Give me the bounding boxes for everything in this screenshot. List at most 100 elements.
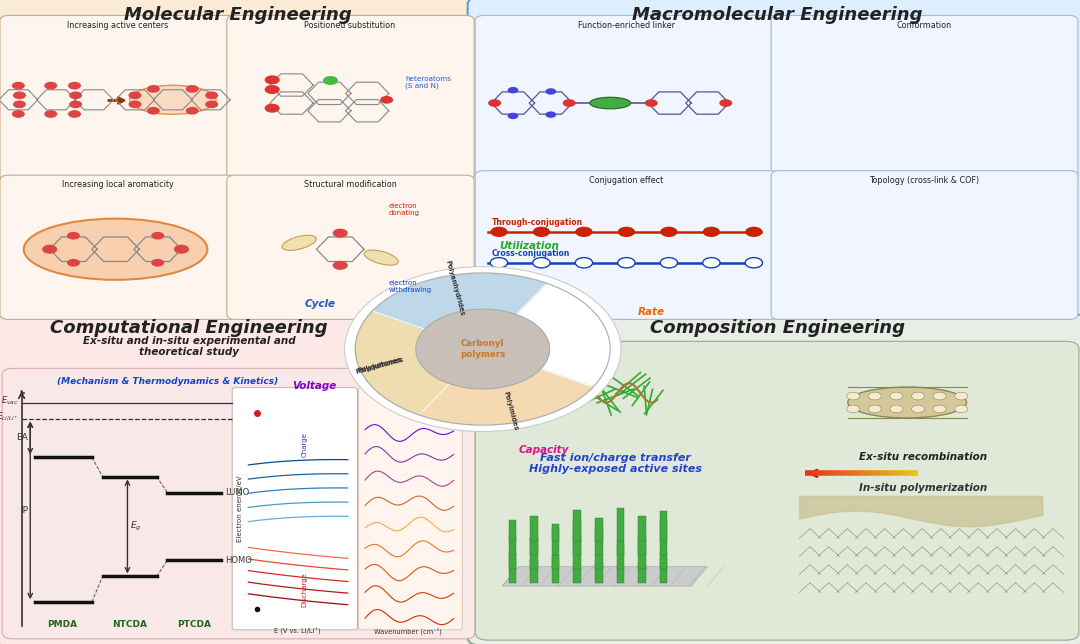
Text: Computational Engineering: Computational Engineering	[50, 319, 328, 337]
Circle shape	[323, 76, 338, 85]
Circle shape	[67, 259, 80, 267]
FancyBboxPatch shape	[475, 171, 779, 319]
Text: Cross-conjugation: Cross-conjugation	[491, 249, 570, 258]
Circle shape	[333, 229, 348, 238]
Circle shape	[265, 85, 280, 94]
Text: Conformation: Conformation	[896, 21, 953, 30]
Circle shape	[508, 113, 518, 119]
FancyBboxPatch shape	[475, 15, 779, 180]
Bar	[530, 560, 538, 583]
Circle shape	[660, 227, 677, 237]
Text: Carbonyl
polymers: Carbonyl polymers	[460, 339, 505, 359]
Ellipse shape	[282, 235, 316, 251]
Bar	[552, 528, 559, 555]
Text: Topology (cross-link & COF): Topology (cross-link & COF)	[869, 176, 980, 185]
Text: Cycle: Cycle	[305, 299, 336, 309]
FancyBboxPatch shape	[0, 314, 483, 644]
Bar	[638, 516, 646, 541]
Text: Polyquinones: Polyquinones	[354, 356, 404, 375]
Text: Polyketones: Polyketones	[356, 357, 402, 374]
Bar	[509, 556, 516, 583]
Bar	[660, 558, 667, 583]
Polygon shape	[502, 567, 707, 586]
Circle shape	[68, 82, 81, 90]
Ellipse shape	[590, 97, 631, 109]
Circle shape	[186, 85, 199, 93]
Text: Structural modification: Structural modification	[303, 180, 396, 189]
Circle shape	[186, 107, 199, 115]
Text: electron
withdrawing: electron withdrawing	[389, 280, 432, 293]
Bar	[617, 567, 624, 583]
Bar	[573, 510, 581, 541]
Circle shape	[42, 245, 57, 254]
Polygon shape	[355, 311, 483, 415]
Circle shape	[545, 111, 556, 118]
Text: Function-enriched linker: Function-enriched linker	[578, 21, 675, 30]
FancyBboxPatch shape	[771, 171, 1078, 319]
FancyBboxPatch shape	[227, 175, 474, 319]
Circle shape	[532, 258, 550, 268]
Circle shape	[660, 258, 677, 268]
Circle shape	[563, 99, 576, 107]
Circle shape	[69, 91, 82, 99]
Text: Conjugation effect: Conjugation effect	[590, 176, 663, 185]
FancyBboxPatch shape	[359, 388, 462, 630]
Circle shape	[703, 258, 720, 268]
Circle shape	[933, 405, 946, 413]
Bar	[617, 507, 624, 541]
Circle shape	[618, 258, 635, 268]
Circle shape	[265, 75, 280, 84]
Bar	[509, 520, 516, 541]
FancyBboxPatch shape	[2, 368, 475, 639]
Circle shape	[703, 227, 720, 237]
Polygon shape	[355, 273, 593, 425]
Circle shape	[545, 88, 556, 95]
Text: $E_g$: $E_g$	[130, 520, 141, 533]
Circle shape	[380, 96, 393, 104]
FancyBboxPatch shape	[0, 0, 483, 327]
Circle shape	[532, 227, 550, 237]
Ellipse shape	[24, 219, 207, 279]
Circle shape	[151, 232, 164, 240]
Text: Discharge: Discharge	[301, 572, 308, 607]
Circle shape	[618, 227, 635, 237]
Bar	[617, 541, 624, 555]
Circle shape	[868, 405, 881, 413]
Bar	[530, 538, 538, 555]
Circle shape	[933, 392, 946, 400]
FancyBboxPatch shape	[232, 388, 357, 630]
Circle shape	[333, 261, 348, 270]
Circle shape	[955, 392, 968, 400]
Bar	[509, 553, 516, 569]
Circle shape	[205, 91, 218, 99]
Bar	[573, 569, 581, 583]
Bar	[638, 541, 646, 569]
Circle shape	[151, 259, 164, 267]
Bar	[595, 554, 603, 569]
Text: Increasing active centers: Increasing active centers	[67, 21, 168, 30]
Text: Capacity: Capacity	[518, 444, 569, 455]
Polygon shape	[419, 349, 593, 425]
Circle shape	[645, 99, 658, 107]
Circle shape	[745, 258, 762, 268]
Text: PTCDA: PTCDA	[177, 620, 212, 629]
Text: Voltage: Voltage	[293, 381, 336, 391]
Text: HOMO: HOMO	[225, 556, 252, 565]
Text: NTCDA: NTCDA	[112, 620, 147, 629]
Circle shape	[490, 258, 508, 268]
Ellipse shape	[130, 86, 216, 115]
Circle shape	[488, 99, 501, 107]
Bar	[573, 535, 581, 569]
Circle shape	[847, 405, 860, 413]
Bar	[660, 552, 667, 569]
Circle shape	[868, 392, 881, 400]
Text: Macromolecular Engineering: Macromolecular Engineering	[633, 6, 922, 24]
Ellipse shape	[364, 250, 399, 265]
Text: Wavenumber (cm⁻¹): Wavenumber (cm⁻¹)	[375, 627, 442, 635]
Circle shape	[890, 392, 903, 400]
Text: Positioned substitution: Positioned substitution	[305, 21, 395, 30]
Circle shape	[12, 82, 25, 90]
Circle shape	[12, 110, 25, 118]
Text: Charge: Charge	[301, 432, 308, 457]
Circle shape	[345, 267, 621, 431]
